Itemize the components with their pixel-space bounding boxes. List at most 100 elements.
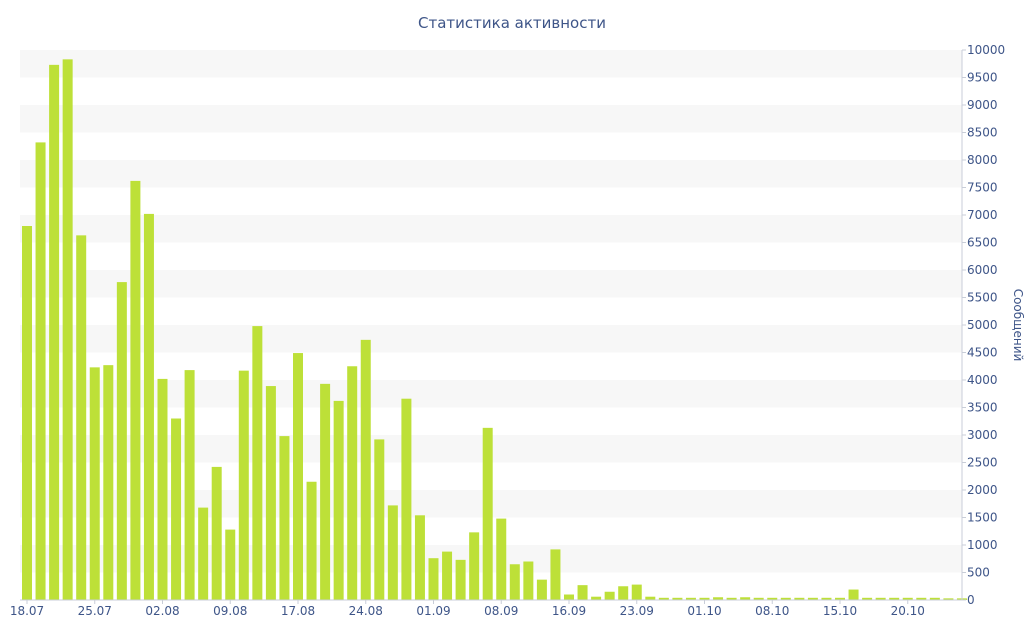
bar	[347, 366, 358, 600]
bar	[591, 596, 602, 600]
y-tick-label: 7000	[967, 208, 998, 222]
x-axis-ticks: 18.07 25.07 02.08 09.08 17.08 24.08 01.09 08.09…	[10, 599, 962, 618]
x-tick-label: 09.08	[213, 604, 247, 618]
bar	[157, 378, 168, 600]
bar	[49, 64, 60, 601]
bar	[211, 466, 222, 600]
bar	[821, 597, 832, 600]
bar	[265, 386, 276, 600]
bar	[103, 365, 114, 600]
bar	[414, 515, 425, 600]
x-tick-label: 17.08	[281, 604, 315, 618]
bar	[62, 59, 73, 601]
x-tick-label: 08.09	[484, 604, 518, 618]
grid-band	[20, 105, 962, 133]
y-tick-label: 9000	[967, 98, 998, 112]
y-tick-label: 500	[967, 566, 990, 580]
bar	[699, 597, 710, 600]
bar	[713, 597, 724, 600]
bar	[252, 326, 263, 600]
bar	[631, 584, 642, 600]
y-tick-label: 5000	[967, 318, 998, 332]
bar	[672, 597, 683, 600]
x-tick-label: 18.07	[10, 604, 44, 618]
bar	[604, 591, 615, 600]
bar	[89, 367, 100, 600]
y-tick-label: 1000	[967, 538, 998, 552]
y-tick-label: 8500	[967, 126, 998, 140]
bar	[143, 213, 154, 600]
y-tick-label: 2000	[967, 483, 998, 497]
x-tick-label: 24.08	[349, 604, 383, 618]
y-tick-label: 7500	[967, 181, 998, 195]
bar	[753, 597, 764, 600]
bar	[76, 235, 87, 600]
grid-band	[20, 215, 962, 243]
bar	[564, 594, 574, 600]
x-tick-label: 23.09	[620, 604, 654, 618]
bar	[22, 226, 32, 600]
y-tick-label: 8000	[967, 153, 998, 167]
bar	[198, 507, 209, 600]
bar	[658, 597, 669, 600]
y-axis-ticks: 0 500 1000 1500 2000 2500 3000 3500 4000 4500 5000…	[962, 43, 1005, 607]
bar	[536, 579, 547, 600]
bar	[862, 597, 873, 600]
bar	[374, 439, 385, 600]
chart-title: Статистика активности	[418, 14, 606, 32]
bar	[550, 549, 561, 600]
bar	[726, 597, 737, 600]
bar	[889, 597, 900, 600]
bar	[279, 436, 290, 600]
x-tick-label: 15.10	[823, 604, 857, 618]
bar	[577, 585, 588, 600]
y-tick-label: 3500	[967, 401, 998, 415]
bar	[293, 353, 303, 600]
y-tick-label: 5500	[967, 291, 998, 305]
bar	[848, 589, 859, 600]
bar	[428, 558, 439, 600]
grid-band	[20, 50, 962, 78]
bar	[225, 529, 236, 600]
bar-series	[22, 59, 967, 601]
y-axis-title: Сообщений	[1011, 289, 1024, 362]
bar	[469, 532, 480, 600]
x-tick-label: 08.10	[755, 604, 789, 618]
bar	[943, 598, 954, 600]
bar	[902, 597, 913, 600]
bar	[780, 597, 791, 600]
bar	[496, 518, 507, 600]
bar	[184, 370, 195, 600]
y-tick-label: 3000	[967, 428, 998, 442]
x-tick-label: 20.10	[891, 604, 925, 618]
y-tick-label: 4500	[967, 346, 998, 360]
bar	[618, 586, 629, 600]
bar	[740, 597, 751, 600]
bar	[767, 597, 778, 600]
y-tick-label: 1500	[967, 511, 998, 525]
bar	[333, 400, 344, 600]
x-tick-label: 02.08	[145, 604, 179, 618]
x-tick-label: 25.07	[78, 604, 112, 618]
bar	[387, 505, 398, 600]
bar	[645, 596, 656, 600]
grid-band	[20, 160, 962, 188]
bar	[130, 180, 141, 600]
bar	[35, 142, 46, 600]
bar	[794, 597, 805, 600]
y-tick-label: 0	[967, 593, 975, 607]
grid-band	[20, 380, 962, 408]
bar	[238, 370, 249, 600]
bar	[455, 559, 466, 600]
bar	[306, 481, 317, 600]
x-tick-label: 16.09	[552, 604, 586, 618]
y-tick-label: 6000	[967, 263, 998, 277]
bar	[685, 597, 696, 600]
grid-band	[20, 270, 962, 298]
x-tick-label: 01.09	[416, 604, 450, 618]
x-tick-label: 01.10	[687, 604, 721, 618]
bar	[116, 282, 127, 600]
bar	[482, 427, 493, 600]
bar	[442, 551, 453, 600]
bar	[320, 383, 331, 600]
